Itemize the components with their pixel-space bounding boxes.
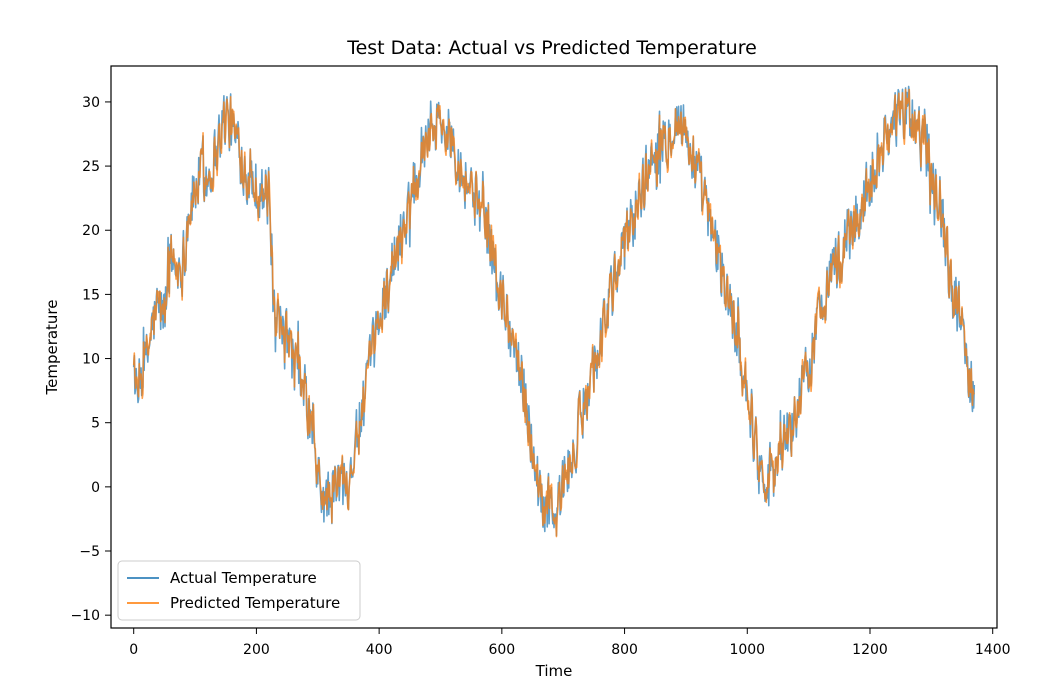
x-tick-label: 800 — [611, 642, 638, 658]
x-axis-label: Time — [535, 662, 573, 680]
x-tick-label: 1200 — [852, 642, 888, 658]
x-tick-label: 0 — [129, 642, 138, 658]
x-tick-label: 1400 — [975, 642, 1011, 658]
y-tick-label: −10 — [70, 608, 100, 624]
legend-label: Predicted Temperature — [170, 594, 340, 612]
legend-box — [117, 560, 361, 621]
series-layer — [132, 85, 976, 538]
y-tick-label: 5 — [91, 416, 100, 432]
y-tick-label: −5 — [79, 544, 100, 560]
x-tick-label: 400 — [366, 642, 393, 658]
y-tick-label: 30 — [82, 95, 100, 111]
predicted-temperature-line — [132, 88, 975, 538]
x-tick-label: 200 — [243, 642, 270, 658]
y-tick-label: 15 — [82, 287, 100, 303]
x-tick-label: 600 — [488, 642, 515, 658]
chart-title: Test Data: Actual vs Predicted Temperatu… — [346, 37, 757, 59]
legend-label: Actual Temperature — [170, 569, 317, 587]
x-tick-label: 1000 — [729, 642, 765, 658]
actual-temperature-line — [132, 85, 976, 537]
y-axis: −10 −5 0 5 10 15 20 25 30 — [70, 95, 111, 624]
y-tick-label: 20 — [82, 223, 100, 239]
y-tick-label: 25 — [82, 159, 100, 175]
legend: Actual Temperature Predicted Temperature — [117, 560, 361, 621]
x-axis: 0 200 400 600 800 1000 1200 1400 — [129, 628, 1011, 658]
plot-frame — [110, 65, 998, 629]
y-tick-label: 10 — [82, 352, 100, 368]
y-axis-label: Temperature — [43, 299, 61, 395]
y-tick-label: 0 — [91, 480, 100, 496]
